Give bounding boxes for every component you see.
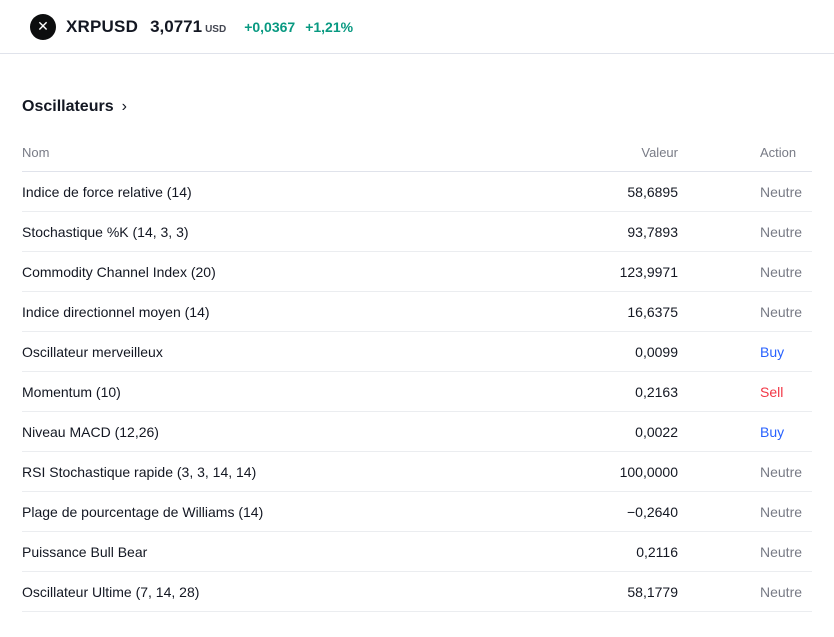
table-row: Indice de force relative (14) 58,6895 Ne… [22,172,812,212]
table-body: Indice de force relative (14) 58,6895 Ne… [22,172,812,612]
row-value: 58,6895 [627,183,678,200]
row-name: Indice directionnel moyen (14) [22,303,210,320]
row-action: Neutre [760,263,803,280]
row-value: 16,6375 [627,303,678,320]
row-action: Neutre [760,583,803,600]
row-action: Neutre [760,503,803,520]
symbol-header: ✕ XRPUSD 3,0771 USD +0,0367 +1,21% [0,0,834,54]
row-value: 100,0000 [619,463,678,480]
price-change-absolute: +0,0367 [244,18,296,35]
table-row: RSI Stochastique rapide (3, 3, 14, 14) 1… [22,452,812,492]
row-name: Oscillateur merveilleux [22,343,163,360]
row-value: 93,7893 [627,223,678,240]
table-row: Plage de pourcentage de Williams (14) −0… [22,492,812,532]
row-value: 0,2116 [636,543,678,560]
xrp-logo-icon: ✕ [30,13,56,40]
table-row: Puissance Bull Bear 0,2116 Neutre [22,532,812,572]
row-name: Indice de force relative (14) [22,183,192,200]
row-name: Momentum (10) [22,383,121,400]
column-header-value: Valeur [641,145,678,160]
row-action: Sell [760,383,784,400]
symbol-name: XRPUSD [66,16,139,36]
row-name: Oscillateur Ultime (7, 14, 28) [22,583,200,600]
row-name: Plage de pourcentage de Williams (14) [22,503,264,520]
table-row: Commodity Channel Index (20) 123,9971 Ne… [22,252,812,292]
column-header-action: Action [760,145,797,160]
table-row: Oscillateur merveilleux 0,0099 Buy [22,332,812,372]
row-value: 0,0022 [635,423,678,440]
table-row: Indice directionnel moyen (14) 16,6375 N… [22,292,812,332]
table-row: Stochastique %K (14, 3, 3) 93,7893 Neutr… [22,212,812,252]
column-header-name: Nom [22,145,50,160]
oscillators-table: Nom Valeur Action Indice de force relati… [22,134,812,612]
chevron-right-icon: › [121,98,127,115]
price-change-percent: +1,21% [305,18,354,35]
table-row: Momentum (10) 0,2163 Sell [22,372,812,412]
row-name: Niveau MACD (12,26) [22,423,159,440]
section-title: Oscillateurs [22,98,114,115]
row-action: Neutre [760,463,803,480]
xrp-logo-glyph: ✕ [37,18,49,34]
row-action: Neutre [760,223,803,240]
row-action: Neutre [760,183,803,200]
row-name: Puissance Bull Bear [22,543,148,560]
table-header-row: Nom Valeur Action [22,134,812,172]
row-value: 0,2163 [635,383,678,400]
row-value: 0,0099 [635,343,678,360]
row-value: 123,9971 [619,263,678,280]
row-action: Buy [760,343,785,360]
row-action: Neutre [760,303,803,320]
row-action: Neutre [760,543,803,560]
row-name: RSI Stochastique rapide (3, 3, 14, 14) [22,463,257,480]
row-name: Commodity Channel Index (20) [22,263,216,280]
row-action: Buy [760,423,785,440]
table-row: Oscillateur Ultime (7, 14, 28) 58,1779 N… [22,572,812,612]
row-value: 58,1779 [627,583,678,600]
row-name: Stochastique %K (14, 3, 3) [22,223,189,240]
table-row: Niveau MACD (12,26) 0,0022 Buy [22,412,812,452]
oscillators-section-link[interactable]: Oscillateurs › [22,98,812,116]
symbol-currency: USD [205,23,227,35]
row-value: −0,2640 [627,503,678,520]
symbol-price: 3,0771 [150,16,203,36]
